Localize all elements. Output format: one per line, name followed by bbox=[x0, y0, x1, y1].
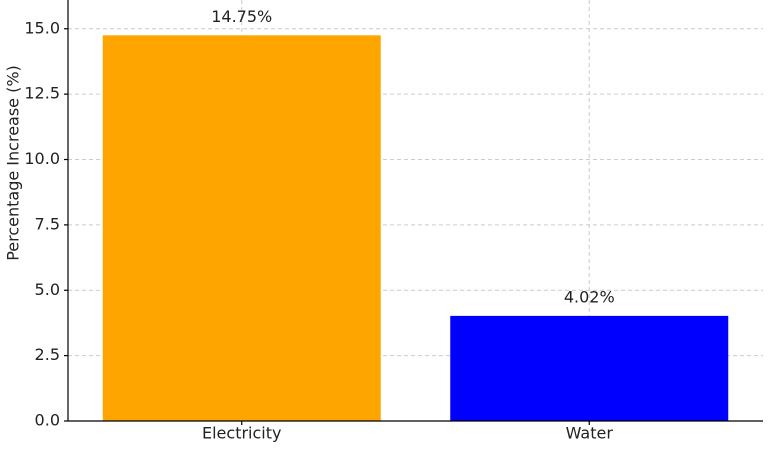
x-tick-label: Water bbox=[566, 424, 614, 443]
bar bbox=[102, 35, 381, 422]
y-tick-label: 10.0 bbox=[24, 149, 60, 168]
y-tick-label: 0.0 bbox=[35, 411, 60, 430]
bar bbox=[450, 315, 729, 421]
y-tick-label: 12.5 bbox=[24, 84, 60, 103]
x-tick-label: Electricity bbox=[202, 424, 281, 443]
value-label: 4.02% bbox=[564, 287, 615, 306]
y-tick-label: 7.5 bbox=[35, 214, 60, 233]
y-axis-label: Percentage Increase (%) bbox=[4, 65, 23, 261]
y-tick-label: 5.0 bbox=[35, 280, 60, 299]
value-label: 14.75% bbox=[211, 7, 272, 26]
y-tick-label: 15.0 bbox=[24, 18, 60, 37]
y-tick-label: 2.5 bbox=[35, 345, 60, 364]
